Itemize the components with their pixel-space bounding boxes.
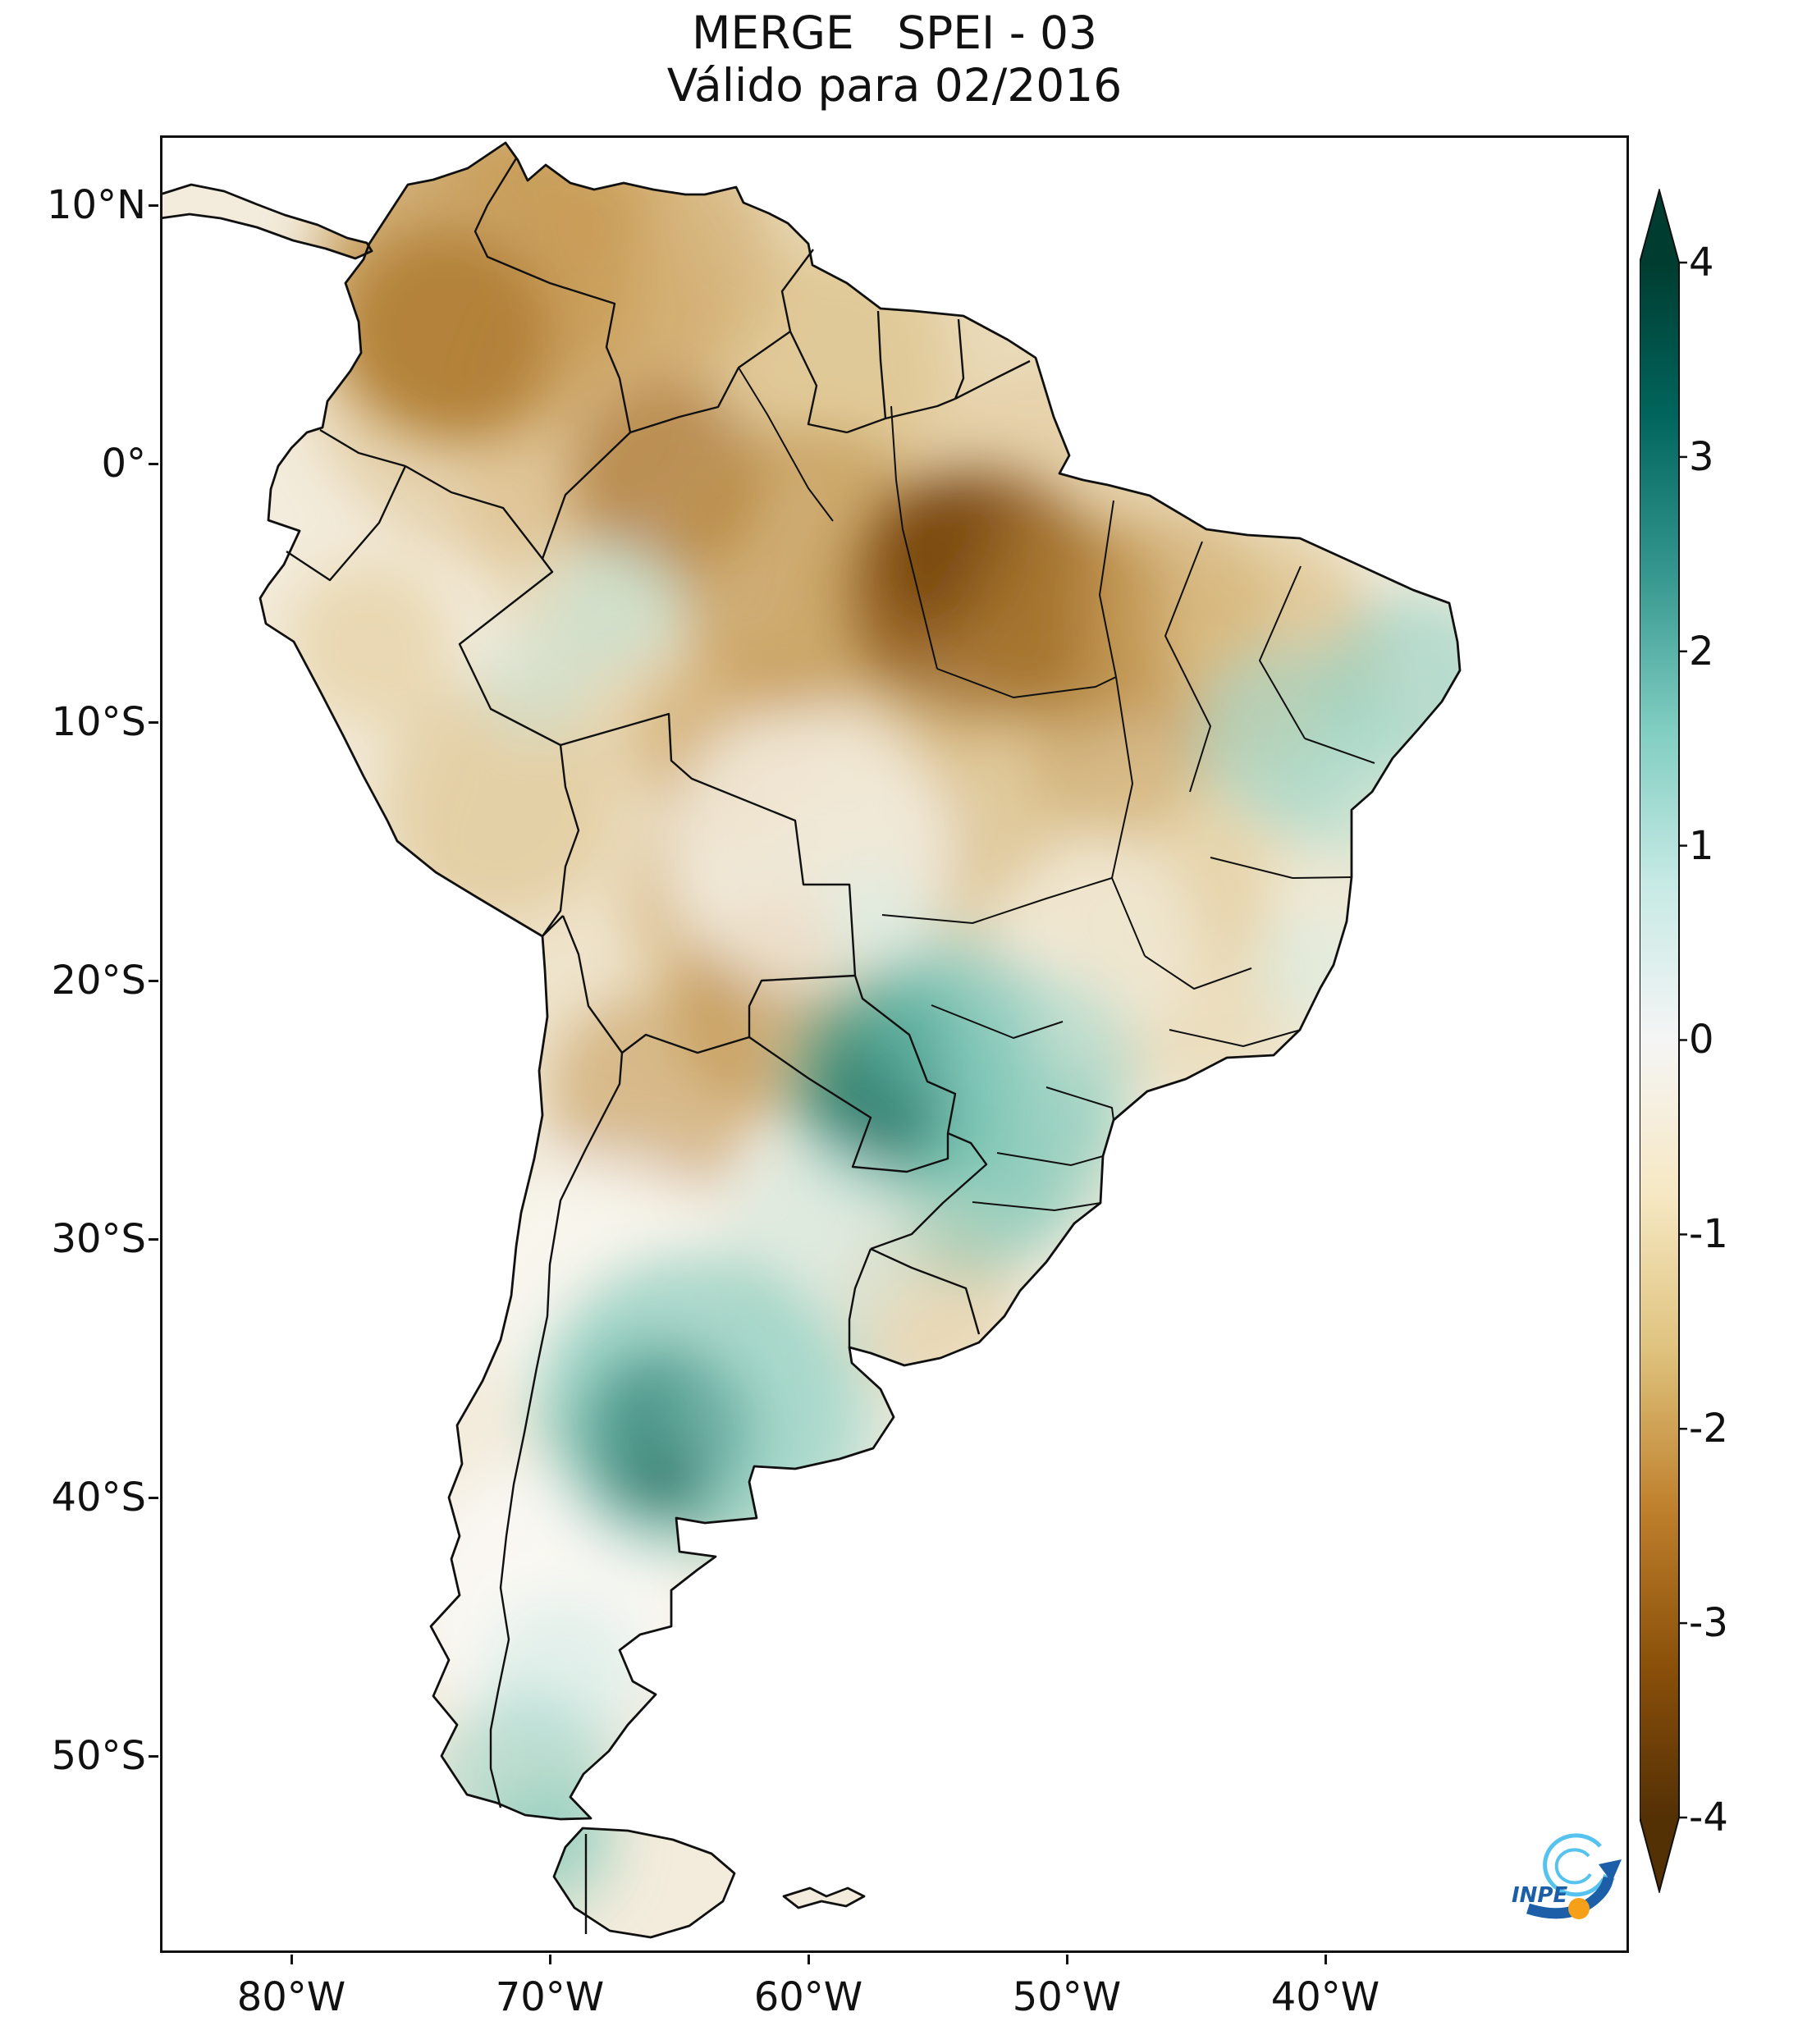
state-borders [738,367,1375,1211]
lat-tick-label: 10°N [47,182,146,228]
lat-tick-label: 20°S [51,958,146,1004]
lon-tick-label: 80°W [236,1974,346,2020]
colorbar-ticks [1679,261,1687,1819]
lon-tick [291,1955,293,1964]
lat-tick-label: 10°S [51,699,146,745]
lat-tick [149,1497,158,1499]
lon-tick-label: 40°W [1270,1974,1380,2020]
lat-tick [149,980,158,982]
lat-tick-label: 0° [101,441,146,487]
lat-tick-label: 50°S [51,1733,146,1779]
lon-tick [807,1955,810,1964]
lat-tick [149,204,158,207]
lon-tick-label: 50°W [1012,1974,1122,2020]
lon-tick-label: 60°W [753,1974,863,2020]
lat-tick-label: 40°S [51,1475,146,1520]
figure-title: MERGE SPEI - 03 [691,7,1098,59]
lon-tick-label: 70°W [495,1974,605,2020]
colorbar-tick-label: -4 [1689,1795,1728,1841]
lat-tick [149,1755,158,1758]
inpe-logo: INPE [1512,1833,1622,1919]
coastline [160,141,1462,1939]
colorbar-gradient [1640,189,1680,1893]
map-frame [160,135,1629,1953]
south-america-spei-map [160,141,1462,1939]
inpe-logo-text: INPE [1512,1883,1567,1908]
colorbar-tick-label: 2 [1689,629,1714,674]
lat-tick [149,463,158,465]
logo-arrow-icon [1526,1859,1622,1919]
lat-tick [149,1238,158,1241]
colorbar [1640,189,1687,1893]
colorbar-tick-label: 0 [1689,1017,1714,1063]
logo-orange-dot [1568,1898,1590,1919]
figure-subtitle: Válido para 02/2016 [666,59,1123,112]
lat-tick [149,721,158,724]
figure-header: MERGE SPEI - 03 Válido para 02/2016 [160,7,1629,112]
colorbar-tick-label: -3 [1689,1600,1728,1646]
lon-tick [1066,1955,1068,1964]
lon-tick [1324,1955,1327,1964]
colorbar-tick-label: -2 [1689,1406,1728,1452]
colorbar-tick-label: -1 [1689,1211,1728,1257]
lat-tick-label: 30°S [51,1216,146,1262]
country-borders [286,158,1031,1934]
lon-tick [549,1955,551,1964]
colorbar-tick-label: 3 [1689,434,1714,480]
colorbar-tick-label: 4 [1689,240,1714,286]
colorbar-tick-label: 1 [1689,823,1714,869]
